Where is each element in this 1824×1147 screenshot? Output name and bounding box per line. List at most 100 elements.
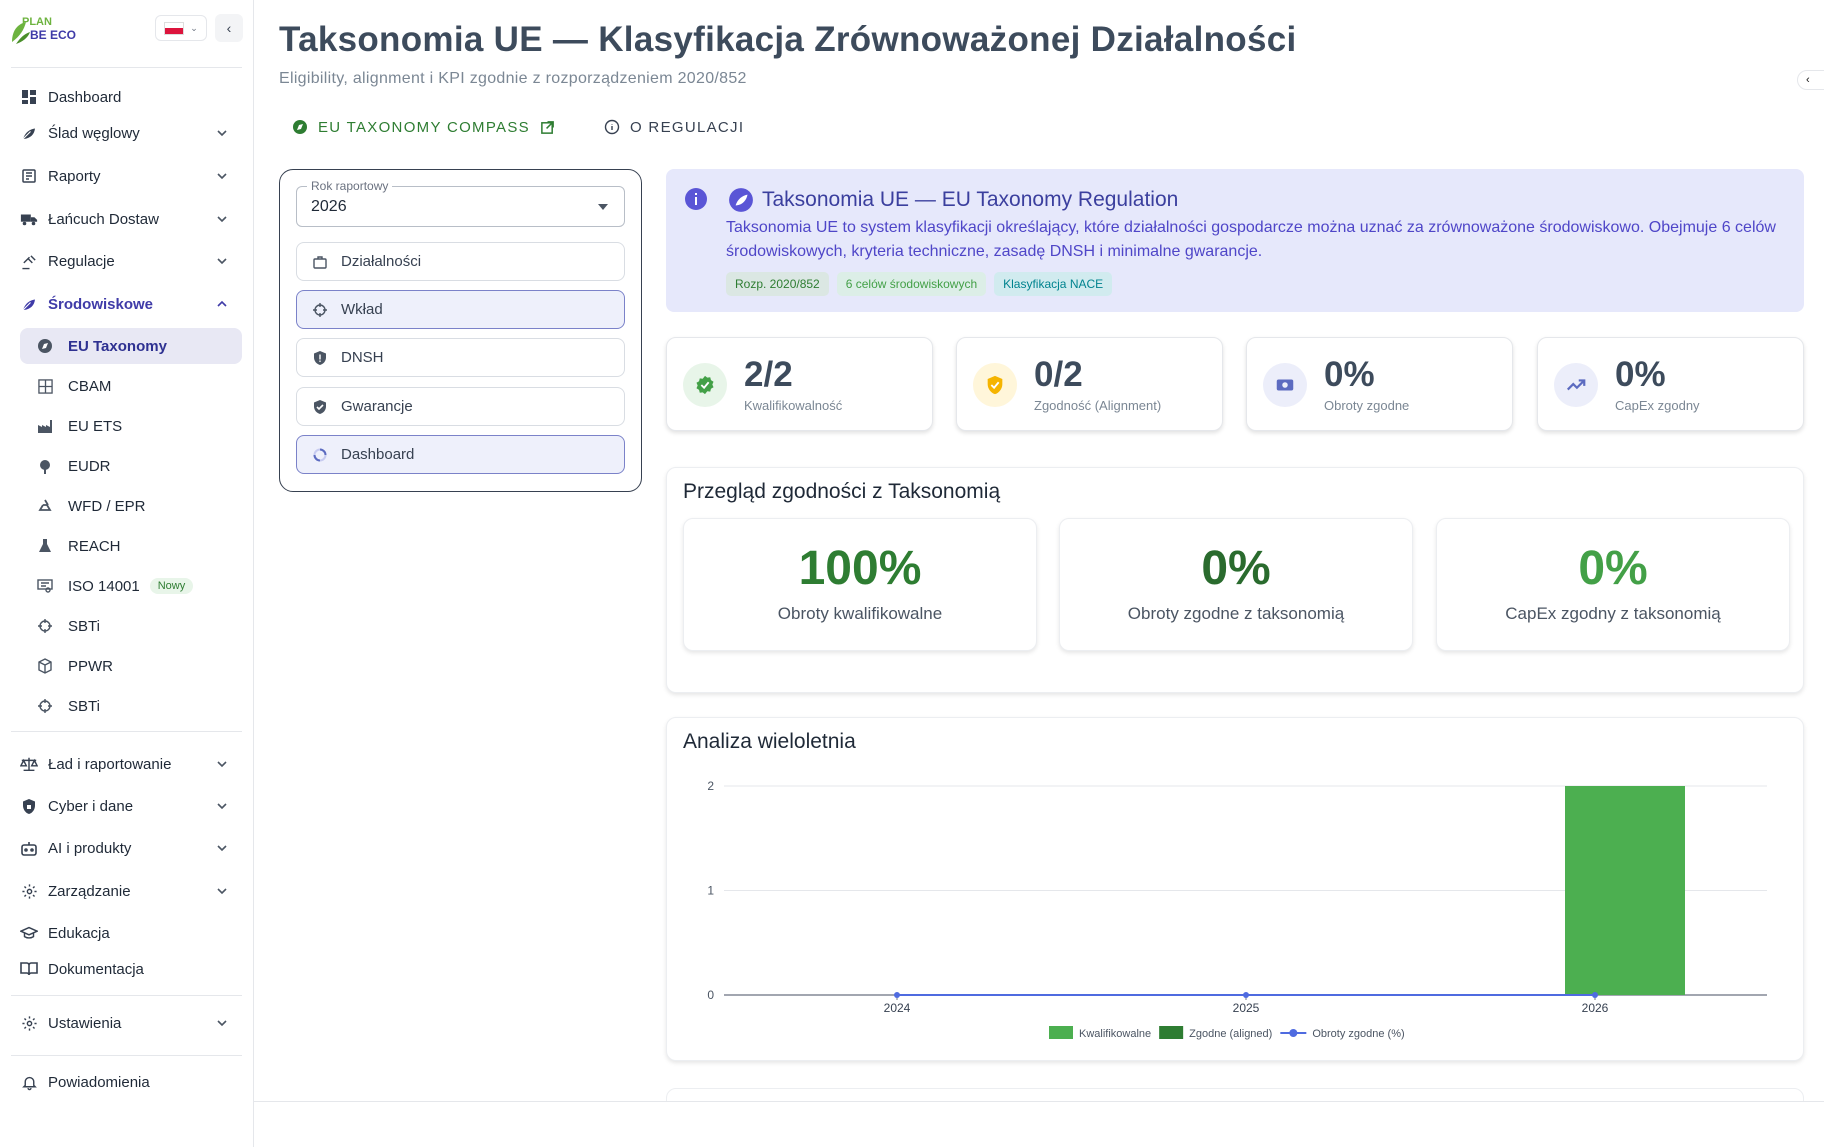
kpi-label: CapEx zgodny bbox=[1615, 398, 1700, 413]
sidebar-item-sbti[interactable]: SBTi bbox=[20, 608, 242, 644]
gavel-icon bbox=[20, 252, 38, 270]
step-gwarancje[interactable]: Gwarancje bbox=[296, 387, 625, 426]
poland-flag-icon bbox=[164, 21, 185, 35]
step-dzialalnosci[interactable]: Działalności bbox=[296, 242, 625, 281]
sidebar-item-ai-i-produkty[interactable]: AI i produkty bbox=[20, 833, 242, 863]
planbeeco-logo[interactable]: PLAN BE ECO bbox=[10, 12, 90, 46]
about-regulation-label: O REGULACJI bbox=[630, 118, 745, 136]
external-link-icon bbox=[540, 120, 555, 135]
sidebar-item-label: EUDR bbox=[68, 457, 111, 475]
analysis-title: Analiza wieloletnia bbox=[683, 730, 856, 753]
sidebar-item-label: Powiadomienia bbox=[48, 1073, 150, 1091]
sidebar-item-eu-ets[interactable]: EU ETS bbox=[20, 408, 242, 444]
sidebar-item-label: Edukacja bbox=[48, 924, 110, 942]
sidebar-item-powiadomienia[interactable]: Powiadomienia bbox=[20, 1067, 242, 1097]
sidebar-item-zarzadzanie[interactable]: Zarządzanie bbox=[20, 876, 242, 906]
step-label: Działalności bbox=[341, 253, 422, 270]
sidebar-item-eu-taxonomy[interactable]: EU Taxonomy bbox=[20, 328, 242, 364]
chevron-down-icon bbox=[216, 254, 228, 271]
grid-icon bbox=[36, 377, 54, 395]
truck-icon bbox=[20, 210, 38, 228]
sidebar-item-regulacje[interactable]: Regulacje bbox=[20, 246, 242, 276]
sidebar-item-label: REACH bbox=[68, 537, 121, 555]
legend-label: Zgodne (aligned) bbox=[1189, 1028, 1272, 1040]
sidebar-item-raporty[interactable]: Raporty bbox=[20, 161, 242, 191]
sidebar-item-label: SBTi bbox=[68, 617, 100, 635]
reporting-year-label: Rok raportowy bbox=[307, 179, 393, 193]
x-tick-label: 2026 bbox=[1582, 1001, 1609, 1015]
shield-check-icon bbox=[311, 398, 329, 416]
book-icon bbox=[20, 960, 38, 978]
sidebar-item-cyber-i-dane[interactable]: Cyber i dane bbox=[20, 791, 242, 821]
info-chips: Rozp. 2020/852 6 celów środowiskowych Kl… bbox=[726, 272, 1113, 296]
sidebar-item-cbam[interactable]: CBAM bbox=[20, 368, 242, 404]
kpi-card-eligibility: 2/2 Kwalifikowalność bbox=[666, 337, 933, 431]
compass-icon bbox=[36, 337, 54, 355]
trending-up-icon bbox=[1554, 363, 1598, 407]
tree-icon bbox=[36, 457, 54, 475]
step-label: Gwarancje bbox=[341, 398, 413, 415]
chevron-up-icon bbox=[216, 297, 228, 314]
collapse-sidebar-button[interactable]: ‹ bbox=[215, 14, 243, 42]
sidebar-item-label: Regulacje bbox=[48, 252, 115, 270]
chevron-down-icon bbox=[216, 212, 228, 229]
briefcase-icon bbox=[311, 253, 329, 271]
sidebar-item-label: CBAM bbox=[68, 377, 112, 395]
right-panel-toggle[interactable]: ‹ bbox=[1797, 70, 1824, 90]
chevron-down-icon bbox=[216, 799, 228, 816]
leaf-icon bbox=[728, 187, 754, 213]
step-label: Wkład bbox=[341, 301, 383, 318]
sidebar-item-dashboard[interactable]: Dashboard bbox=[20, 82, 242, 112]
reporting-year-select[interactable]: Rok raportowy 2026 bbox=[296, 179, 625, 227]
graduation-cap-icon bbox=[20, 924, 38, 942]
sidebar-item-label: EU ETS bbox=[68, 417, 123, 435]
chip-objectives: 6 celów środowiskowych bbox=[836, 272, 987, 296]
sidebar-item-sbti[interactable]: SBTi bbox=[20, 688, 242, 724]
info-description: Taksonomia UE to system klasyfikacji okr… bbox=[726, 219, 1776, 260]
line-point bbox=[894, 992, 900, 998]
chevron-down-icon bbox=[216, 841, 228, 858]
sidebar-item-label: Ustawienia bbox=[48, 1014, 122, 1032]
sidebar-item-dokumentacja[interactable]: Dokumentacja bbox=[20, 954, 242, 984]
sidebar-item-label: Ład i raportowanie bbox=[48, 755, 172, 773]
target-icon bbox=[36, 697, 54, 715]
stat-value: 0% bbox=[1201, 542, 1271, 595]
shield-lock-icon bbox=[20, 797, 38, 815]
shield-icon bbox=[311, 349, 329, 367]
step-dashboard[interactable]: Dashboard bbox=[296, 435, 625, 474]
leaf-icon bbox=[20, 295, 38, 313]
about-regulation-link[interactable]: O REGULACJI bbox=[604, 116, 744, 138]
sidebar-item-label: WFD / EPR bbox=[68, 497, 146, 515]
legend-swatch bbox=[1049, 1026, 1073, 1039]
sidebar-item-iso-14001[interactable]: ISO 14001 Nowy bbox=[20, 568, 242, 604]
sidebar-item-reach[interactable]: REACH bbox=[20, 528, 242, 564]
target-icon bbox=[36, 617, 54, 635]
info-icon bbox=[604, 119, 620, 135]
y-tick-label: 1 bbox=[707, 884, 714, 898]
sidebar-item-edukacja[interactable]: Edukacja bbox=[20, 918, 242, 948]
divider bbox=[11, 67, 242, 68]
chevron-down-icon bbox=[216, 169, 228, 186]
recycle-icon bbox=[36, 497, 54, 515]
sidebar-item-wfd-epr[interactable]: WFD / EPR bbox=[20, 488, 242, 524]
crosshair-icon bbox=[311, 301, 329, 319]
sidebar-item-srodowiskowe[interactable]: Środowiskowe bbox=[20, 289, 242, 319]
eu-taxonomy-compass-link[interactable]: EU TAXONOMY COMPASS bbox=[292, 116, 555, 138]
sidebar-item-slad-weglowy[interactable]: Ślad węglowy bbox=[20, 118, 242, 148]
sidebar-item-lancuch-dostaw[interactable]: Łańcuch Dostaw bbox=[20, 204, 242, 234]
sidebar-item-ppwr[interactable]: PPWR bbox=[20, 648, 242, 684]
factory-icon bbox=[36, 417, 54, 435]
stat-value: 100% bbox=[798, 542, 922, 595]
step-wklad[interactable]: Wkład bbox=[296, 290, 625, 329]
sidebar-item-eudr[interactable]: EUDR bbox=[20, 448, 242, 484]
language-selector[interactable]: ⌄ bbox=[155, 15, 207, 41]
steps-panel: Rok raportowy 2026 Działalności Wkład DN… bbox=[279, 169, 642, 492]
shield-check-icon bbox=[973, 363, 1017, 407]
gear-icon bbox=[20, 882, 38, 900]
kpi-card-turnover: 0% Obroty zgodne bbox=[1246, 337, 1513, 431]
sidebar-item-ustawienia[interactable]: Ustawienia bbox=[20, 1008, 242, 1038]
step-label: DNSH bbox=[341, 349, 384, 366]
step-dnsh[interactable]: DNSH bbox=[296, 338, 625, 377]
kpi-value: 0% bbox=[1615, 355, 1666, 394]
sidebar-item-lad-i-raportowanie[interactable]: Ład i raportowanie bbox=[20, 749, 242, 779]
